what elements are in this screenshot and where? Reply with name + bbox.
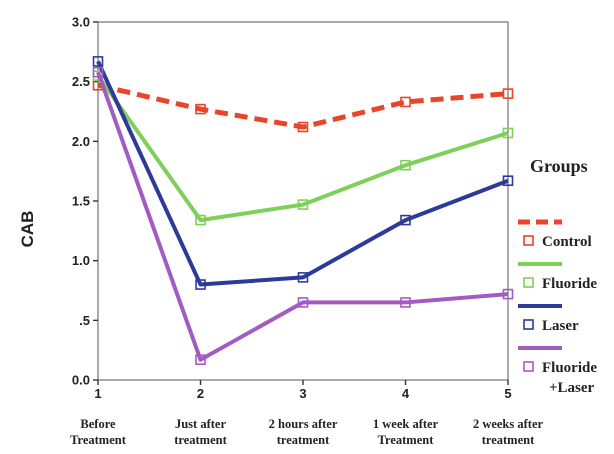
y-tick-label: 2.0 <box>72 134 90 149</box>
y-axis: 0.0 .5 1.0 1.5 2.0 2.5 3.0 <box>72 15 98 388</box>
category-label: Treatment <box>70 433 127 447</box>
data-point <box>297 121 309 133</box>
legend-marker <box>523 235 534 246</box>
y-tick-label: 2.5 <box>72 74 90 89</box>
legend-label: Fluoride <box>542 360 597 376</box>
data-point <box>400 214 411 226</box>
series-4 <box>92 66 514 366</box>
series-layer <box>92 56 514 366</box>
y-tick-label: 3.0 <box>72 15 90 30</box>
category-label: Just after <box>175 417 226 431</box>
legend-marker <box>523 319 534 330</box>
category-label: Treatment <box>378 433 435 447</box>
data-point <box>92 56 104 67</box>
series-3 <box>92 56 514 290</box>
legend-marker <box>523 277 534 288</box>
data-point <box>195 279 206 290</box>
legend-label: +Laser <box>549 380 595 396</box>
legend-label: Laser <box>542 318 579 334</box>
category-label: treatment <box>277 433 330 447</box>
x-tick-label: 1 <box>94 386 101 401</box>
x-tick-label: 4 <box>402 386 410 401</box>
data-point <box>297 297 309 308</box>
series-line <box>96 74 509 223</box>
x-axis: 1 Before Treatment 2 Just after treatment 3 2 h… <box>70 380 544 447</box>
data-point <box>400 297 411 308</box>
data-point <box>195 103 206 115</box>
category-label: 1 week after <box>373 417 439 431</box>
data-point <box>297 199 309 210</box>
legend-label: Fluoride <box>542 276 597 292</box>
plot-frame <box>97 21 509 381</box>
data-point <box>502 175 514 187</box>
data-point <box>400 159 411 171</box>
legend: Groups Control Fluoride Laser Fluoride +Lase… <box>518 156 597 396</box>
category-label: treatment <box>482 433 535 447</box>
series-1 <box>92 79 514 133</box>
category-label: treatment <box>174 433 227 447</box>
category-label: 2 weeks after <box>473 417 544 431</box>
category-label: Before <box>80 417 116 431</box>
data-point <box>502 88 514 99</box>
data-point <box>195 354 206 366</box>
x-tick-label: 3 <box>299 386 306 401</box>
y-tick-label: 1.0 <box>72 253 90 268</box>
x-tick-label: 2 <box>197 386 204 401</box>
data-point <box>502 127 514 139</box>
legend-title: Groups <box>530 156 588 176</box>
series-line <box>96 71 509 362</box>
y-axis-label: CAB <box>18 211 37 248</box>
data-point <box>400 96 411 108</box>
data-point <box>92 66 104 78</box>
series-line <box>97 82 509 130</box>
legend-label: Control <box>542 234 592 250</box>
data-point <box>297 272 309 283</box>
x-tick-label: 5 <box>504 386 511 401</box>
data-point <box>195 214 206 226</box>
legend-marker <box>523 361 534 372</box>
data-point <box>502 288 514 300</box>
y-tick-label: 1.5 <box>72 194 90 209</box>
plot-border <box>97 21 509 381</box>
series-line <box>96 60 509 287</box>
y-tick-label: .5 <box>79 313 90 328</box>
category-label: 2 hours after <box>269 417 338 431</box>
y-tick-label: 0.0 <box>72 373 90 388</box>
